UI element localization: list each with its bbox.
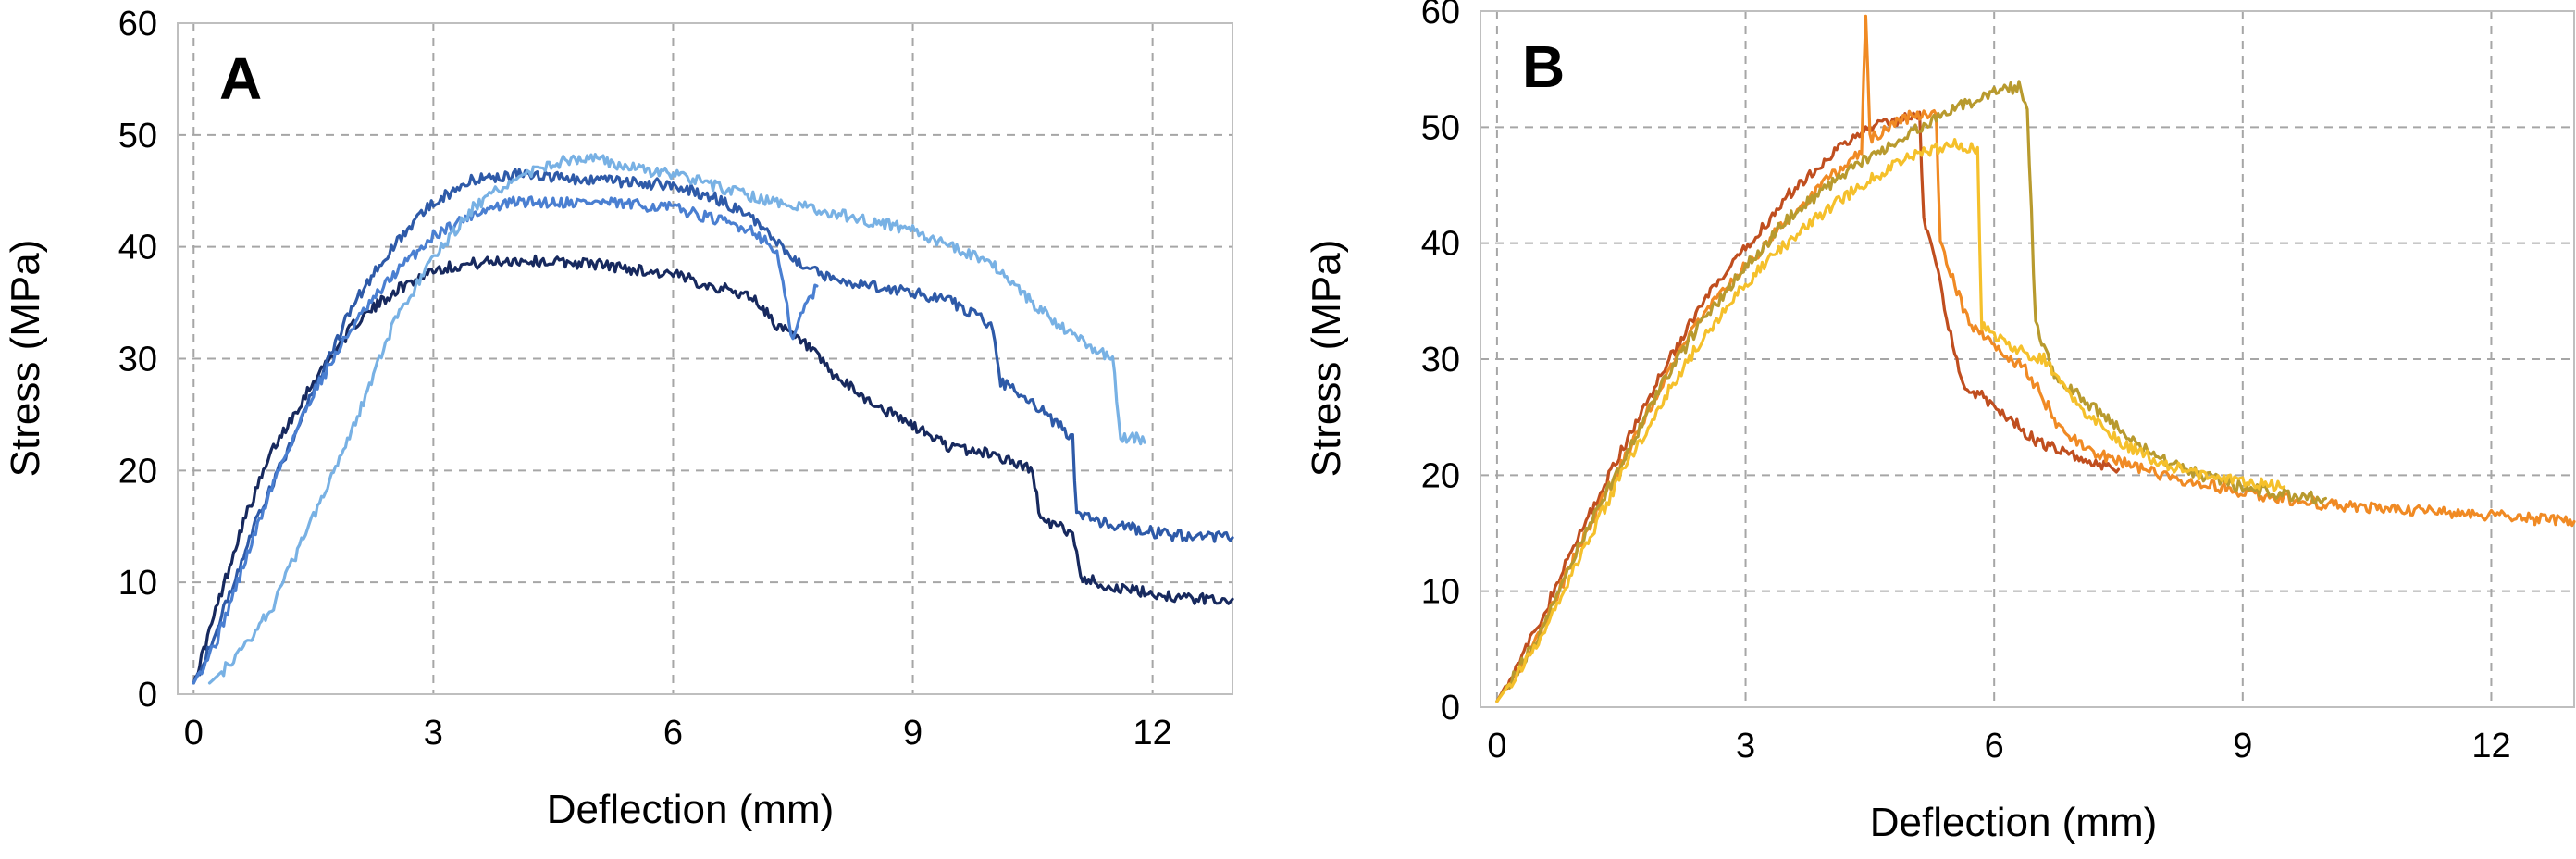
chart-b-series <box>1495 14 2576 703</box>
chart-b-x-tick-label: 3 <box>1736 727 1755 766</box>
chart-b-y-tick-label: 30 <box>1421 341 1460 380</box>
chart-a-series-line-1 <box>192 254 1234 685</box>
chart-a-x-tick-label: 6 <box>663 714 683 753</box>
chart-b-x-ticks: 0 3 6 9 12 <box>1487 727 2510 766</box>
chart-b-y-tick-label: 10 <box>1421 573 1460 612</box>
chart-b-y-axis-label: Stress (MPa) <box>1304 240 1349 478</box>
chart-b-x-tick-label: 6 <box>1985 727 2004 766</box>
chart-b-x-axis-label: Deflection (mm) <box>1870 800 2158 845</box>
chart-a-x-axis-label: Deflection (mm) <box>547 787 835 832</box>
chart-a-y-ticks: 0 10 20 30 40 50 60 <box>118 5 157 715</box>
chart-b-y-tick-label: 20 <box>1421 456 1460 495</box>
chart-a-series-line-4 <box>207 153 1146 685</box>
chart-b-y-ticks: 0 10 20 30 40 50 60 <box>1421 0 1460 728</box>
chart-a-y-axis-label: Stress (MPa) <box>3 240 48 478</box>
chart-b-x-tick-label: 12 <box>2471 727 2510 766</box>
chart-b-series-line-1 <box>1495 110 2121 703</box>
chart-b-series-line-4 <box>1495 138 2286 703</box>
chart-b-x-tick-label: 0 <box>1487 727 1506 766</box>
chart-a-x-tick-label: 3 <box>424 714 443 753</box>
chart-b-x-tick-label: 9 <box>2233 727 2252 766</box>
chart-a-y-tick-label: 0 <box>138 676 157 715</box>
chart-a-gridlines <box>178 23 1232 694</box>
chart-panel-a: 0 10 20 30 40 50 60 0 3 6 9 12 A Deflection (mm) S… <box>3 5 1234 832</box>
chart-panel-b: 0 10 20 30 40 50 60 0 3 6 9 12 B Deflection (mm) S… <box>1304 0 2576 845</box>
chart-a-y-tick-label: 60 <box>118 5 157 44</box>
chart-b-panel-letter: B <box>1522 33 1565 100</box>
chart-a-y-tick-label: 30 <box>118 341 157 380</box>
chart-b-y-tick-label: 60 <box>1421 0 1460 31</box>
chart-b-series-line-3 <box>1495 80 2327 703</box>
chart-b-y-tick-label: 40 <box>1421 225 1460 264</box>
chart-b-frame <box>1480 10 2575 708</box>
chart-b-y-tick-label: 50 <box>1421 108 1460 147</box>
chart-a-y-tick-label: 40 <box>118 229 157 268</box>
chart-a-x-ticks: 0 3 6 9 12 <box>184 714 1172 753</box>
chart-a-series-line-2 <box>192 168 1234 685</box>
chart-a-frame <box>177 22 1233 695</box>
chart-a-x-tick-label: 12 <box>1133 714 1171 753</box>
chart-a-panel-letter: A <box>219 45 262 112</box>
chart-a-y-tick-label: 50 <box>118 117 157 156</box>
chart-b-gridlines <box>1480 11 2574 707</box>
chart-a-y-tick-label: 10 <box>118 564 157 603</box>
chart-b-y-tick-label: 0 <box>1441 689 1460 728</box>
chart-a-series <box>192 153 1234 685</box>
chart-a-series-line-3 <box>192 195 819 685</box>
chart-a-y-tick-label: 20 <box>118 452 157 491</box>
chart-a-x-tick-label: 0 <box>184 714 204 753</box>
chart-a-x-tick-label: 9 <box>903 714 923 753</box>
